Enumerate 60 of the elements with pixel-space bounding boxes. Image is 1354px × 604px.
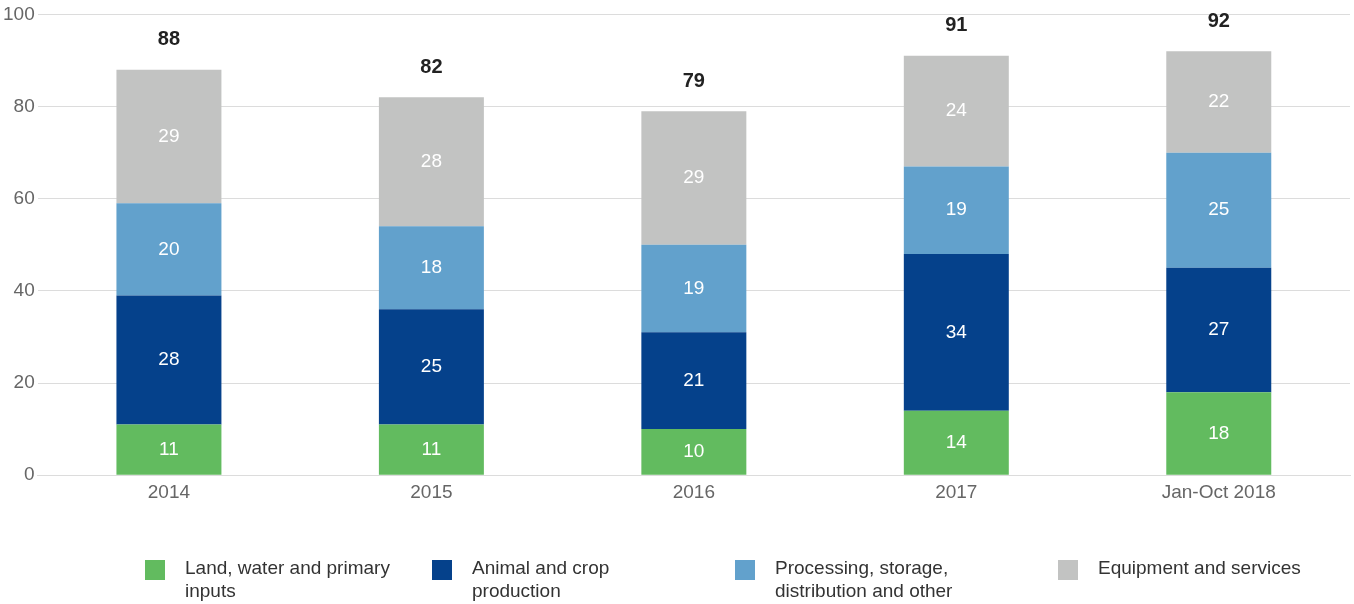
x-tick-label: 2015 [410,480,453,502]
y-tick-label: 80 [13,94,35,116]
total-label: 82 [420,54,443,77]
data-label: 14 [945,430,968,452]
bar [378,226,484,310]
legend-label: Animal and crop production [472,556,611,602]
y-tick-label: 60 [13,186,35,208]
data-label: 20 [158,237,180,259]
legend-label: Equipment and services [1098,556,1301,579]
total-label: 88 [157,27,181,50]
bar [116,424,222,475]
data-label: 28 [158,348,180,370]
data-label: 29 [158,124,180,146]
data-label: 25 [1208,198,1230,220]
bar [903,254,1009,411]
total-label: 91 [945,13,968,36]
bar [903,166,1009,255]
bar [1166,392,1272,475]
data-label: 22 [1208,90,1230,112]
y-tick-label: 40 [13,279,35,301]
bar [1166,152,1272,268]
legend-label: Land, water and primary inputs [185,556,391,602]
total-label: 92 [1207,8,1230,31]
data-label: 11 [159,437,179,459]
data-label: 34 [945,320,968,342]
data-label: 28 [420,150,442,172]
bar [378,97,484,227]
bar [378,424,484,475]
total-label: 79 [682,68,705,91]
x-tick-label: 2014 [147,480,191,502]
bar [903,55,1009,167]
bar [903,410,1009,475]
legend-label: Processing, storage, distribution and other [775,556,954,602]
x-tick-label: Jan-Oct 2018 [1161,480,1276,502]
bar [378,309,484,425]
data-label: 18 [420,256,442,278]
y-tick-label: 0 [24,463,35,485]
bar [641,244,747,333]
data-label: 24 [945,99,968,121]
data-label: 27 [1208,318,1230,340]
data-label: 29 [683,166,705,188]
data-label: 21 [683,368,705,390]
x-tick-label: 2016 [672,480,715,502]
data-label: 19 [683,276,705,298]
data-label: 10 [683,440,705,462]
bar [1166,267,1272,393]
bar [641,332,747,430]
y-tick-label: 20 [13,371,35,393]
bar [1166,51,1272,153]
y-tick-label: 100 [3,2,35,24]
x-tick-label: 2017 [935,480,978,502]
bar [116,295,222,425]
data-label: 11 [421,437,442,459]
bar [116,203,222,296]
data-label: 19 [945,198,967,220]
bar [641,429,747,475]
data-label: 25 [420,355,442,377]
data-label: 18 [1208,421,1230,443]
bar [641,111,747,245]
bar [116,69,222,204]
